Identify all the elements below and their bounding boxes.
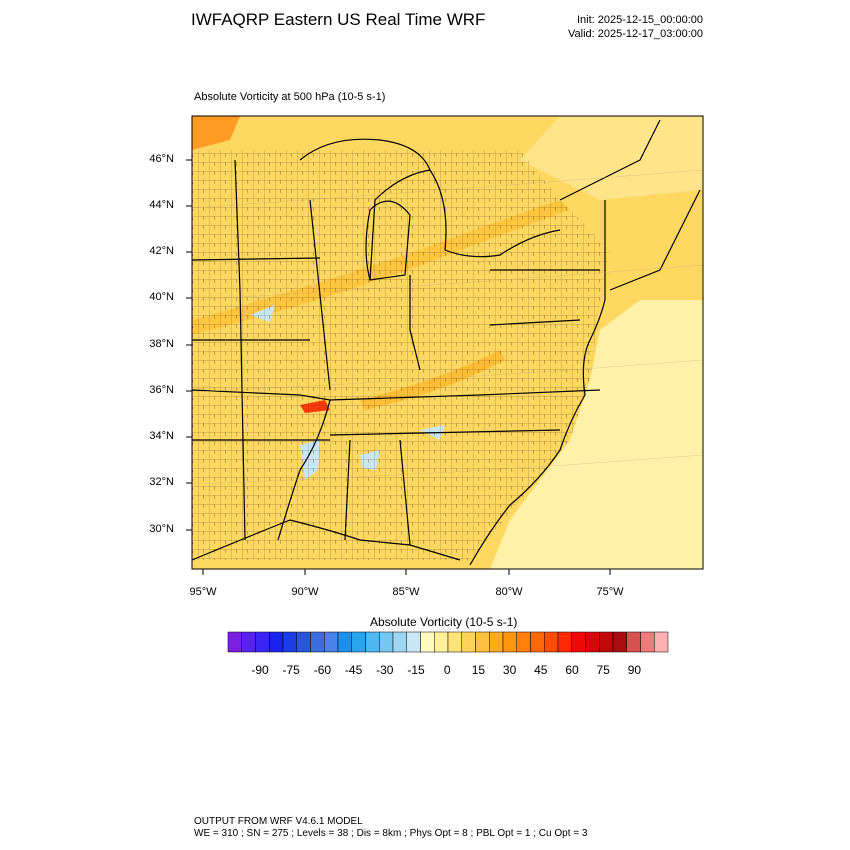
- colorbar-tick-label: 0: [443, 663, 451, 677]
- colorbar-cell: [612, 631, 627, 653]
- colorbar-cell: [571, 631, 586, 653]
- colorbar-cell: [337, 631, 352, 653]
- colorbar-tick-label: 75: [596, 663, 610, 677]
- colorbar-cell: [530, 631, 545, 653]
- colorbar-cell: [255, 631, 270, 653]
- main-title: IWFAQRP Eastern US Real Time WRF: [191, 10, 486, 29]
- lat-label: 38°N: [149, 338, 174, 350]
- colorbar-cell: [585, 631, 600, 653]
- colorbar-cell: [379, 631, 394, 653]
- lon-label: 90°W: [291, 586, 319, 598]
- lat-label: 40°N: [149, 291, 174, 303]
- colorbar-cell: [282, 631, 297, 653]
- colorbar-cell: [310, 631, 325, 653]
- map-frame: [191, 115, 704, 570]
- colorbar-cell: [392, 631, 407, 653]
- lat-label: 32°N: [149, 476, 174, 488]
- colorbar-cell: [599, 631, 614, 653]
- lon-label: 75°W: [596, 586, 624, 598]
- colorbar-tick-label: 30: [502, 663, 517, 677]
- colorbar-cell: [544, 631, 559, 653]
- colorbar-cell: [296, 631, 311, 653]
- colorbar-cell: [447, 631, 462, 653]
- colorbar-cell: [406, 631, 421, 653]
- footer-model-info: OUTPUT FROM WRF V4.6.1 MODEL: [194, 816, 363, 827]
- colorbar-cell: [502, 631, 517, 653]
- colorbar-cell: [640, 631, 655, 653]
- colorbar-tick-label: 45: [534, 663, 548, 677]
- lon-label: 85°W: [392, 586, 420, 598]
- lon-label: 95°W: [189, 586, 217, 598]
- colorbar-tick-label: -90: [251, 663, 269, 677]
- colorbar-tick-label: -45: [344, 663, 363, 677]
- colorbar-cell: [434, 631, 449, 653]
- colorbar-cell: [241, 631, 256, 653]
- colorbar-cell: [365, 631, 380, 653]
- field-title: Absolute Vorticity at 500 hPa (10-5 s-1): [194, 91, 386, 103]
- colorbar-cell: [420, 631, 435, 653]
- colorbar-cell: [461, 631, 476, 653]
- colorbar-tick-label: 90: [627, 663, 642, 677]
- colorbar-cell: [626, 631, 641, 653]
- colorbar-title: Absolute Vorticity (10-5 s-1): [370, 615, 518, 629]
- map-field: [192, 116, 703, 569]
- colorbar-cell: [489, 631, 504, 653]
- init-time-label: Init: 2025-12-15_00:00:00: [577, 14, 703, 26]
- colorbar-tick-label: 15: [471, 663, 486, 677]
- colorbar: [227, 631, 669, 653]
- colorbar-cell: [324, 631, 339, 653]
- colorbar-cell: [227, 631, 242, 653]
- lat-label: 42°N: [149, 245, 174, 257]
- lat-label: 46°N: [149, 153, 174, 165]
- colorbar-tick-label: -15: [407, 663, 425, 677]
- colorbar-cell: [351, 631, 366, 653]
- colorbar-tick-label: -60: [313, 663, 332, 677]
- lon-label: 80°W: [495, 586, 523, 598]
- colorbar-cell: [557, 631, 572, 653]
- footer-config-info: WE = 310 ; SN = 275 ; Levels = 38 ; Dis …: [194, 828, 588, 839]
- lat-label: 44°N: [149, 199, 174, 211]
- valid-time-label: Valid: 2025-12-17_03:00:00: [568, 28, 703, 40]
- lat-label: 36°N: [149, 384, 174, 396]
- colorbar-cell: [654, 631, 669, 653]
- colorbar-tick-label: -75: [282, 663, 300, 677]
- colorbar-cell: [516, 631, 531, 653]
- lat-label: 34°N: [149, 430, 174, 442]
- colorbar-cell: [269, 631, 284, 653]
- colorbar-cell: [475, 631, 490, 653]
- lat-label: 30°N: [149, 523, 174, 535]
- colorbar-tick-label: -30: [376, 663, 394, 677]
- colorbar-tick-label: 60: [565, 663, 579, 677]
